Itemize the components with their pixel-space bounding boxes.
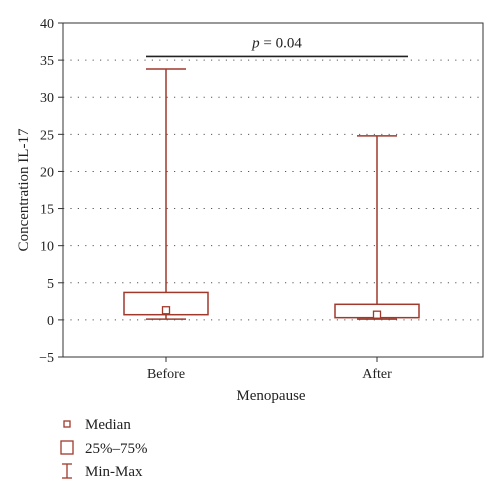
y-axis-ticks: −5 0 5 10 15 20 25 30 35 40 xyxy=(39,17,63,366)
legend: Median 25%–75% Min-Max xyxy=(60,417,148,480)
y-axis-title: Concentration IL-17 xyxy=(16,128,32,251)
box-group-after xyxy=(334,135,420,320)
x-axis-title: Menopause xyxy=(236,388,305,404)
iqr-box xyxy=(123,291,209,316)
median-marker xyxy=(372,310,382,319)
p-symbol: p xyxy=(251,35,260,51)
legend-item-median: Median xyxy=(63,417,131,433)
p-value-label: p = 0.04 xyxy=(251,35,302,51)
median-marker xyxy=(161,306,171,315)
y-tick-label: 35 xyxy=(40,54,54,69)
y-tick-label: 0 xyxy=(47,314,54,329)
y-tick-label: 40 xyxy=(40,17,54,32)
legend-item-box: 25%–75% xyxy=(60,440,148,457)
y-tick-label: 15 xyxy=(40,203,54,218)
legend-item-whisker: Min-Max xyxy=(62,463,143,480)
legend-label: Min-Max xyxy=(85,464,143,480)
x-axis-ticks: Before After xyxy=(147,357,392,382)
x-tick-label: After xyxy=(362,367,392,382)
plot-frame xyxy=(62,22,484,358)
legend-label: 25%–75% xyxy=(85,441,148,457)
legend-median-icon xyxy=(63,420,71,428)
legend-box-icon xyxy=(60,440,74,455)
x-tick-label: Before xyxy=(147,367,185,382)
y-tick-label: −5 xyxy=(39,351,54,366)
gridlines xyxy=(63,59,483,321)
legend-label: Median xyxy=(85,417,131,433)
significance-annotation: p = 0.04 xyxy=(146,35,408,58)
y-tick-label: 30 xyxy=(40,91,54,106)
y-tick-label: 20 xyxy=(40,165,54,180)
y-tick-label: 25 xyxy=(40,128,54,143)
y-tick-label: 10 xyxy=(40,240,54,255)
box-series xyxy=(123,68,420,320)
box-group-before xyxy=(123,68,209,320)
p-value: = 0.04 xyxy=(260,35,303,51)
y-tick-label: 5 xyxy=(47,277,54,292)
